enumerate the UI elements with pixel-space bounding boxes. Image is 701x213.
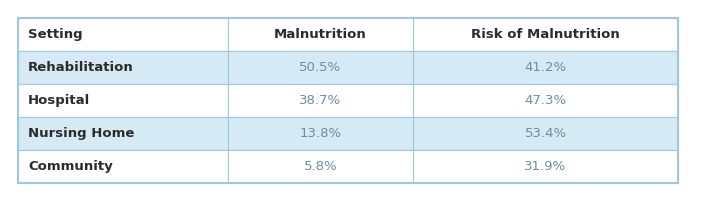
Bar [18,18,678,183]
Bar [18,18,228,51]
Bar [228,84,413,117]
Text: 47.3%: 47.3% [524,94,566,107]
Bar [228,51,413,84]
Bar [18,51,228,84]
Text: 13.8%: 13.8% [299,127,341,140]
Text: Setting: Setting [28,28,83,41]
Text: 5.8%: 5.8% [304,160,337,173]
Bar [228,117,413,150]
Bar [18,84,228,117]
Bar [413,117,678,150]
Text: Nursing Home: Nursing Home [28,127,135,140]
Bar [413,84,678,117]
Bar [228,18,413,51]
Text: Rehabilitation: Rehabilitation [28,61,134,74]
Text: 53.4%: 53.4% [524,127,566,140]
Text: 31.9%: 31.9% [524,160,566,173]
Text: Risk of Malnutrition: Risk of Malnutrition [471,28,620,41]
Text: Hospital: Hospital [28,94,90,107]
Text: 38.7%: 38.7% [299,94,341,107]
Text: Malnutrition: Malnutrition [274,28,367,41]
Text: Community: Community [28,160,113,173]
Bar [413,150,678,183]
Text: 50.5%: 50.5% [299,61,341,74]
Bar [228,150,413,183]
Text: 41.2%: 41.2% [524,61,566,74]
Bar [413,51,678,84]
Bar [18,117,228,150]
Bar [18,150,228,183]
Bar [413,18,678,51]
